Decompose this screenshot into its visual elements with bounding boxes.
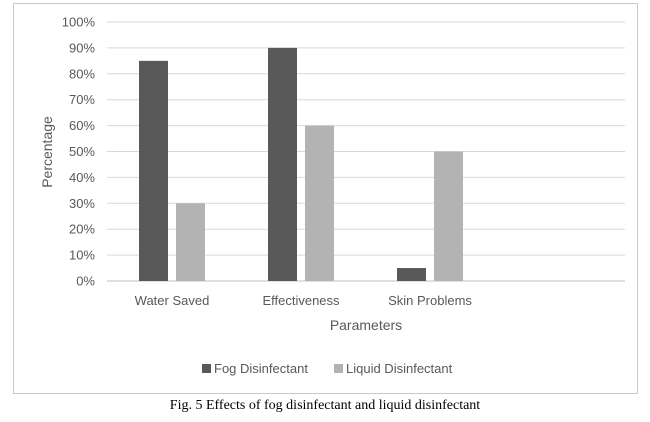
x-tick-label: Effectiveness xyxy=(262,293,340,308)
bar xyxy=(139,60,168,281)
y-axis-title: Percentage xyxy=(39,116,55,188)
y-tick-label: 40% xyxy=(69,170,95,185)
x-tick-label: Water Saved xyxy=(135,293,210,308)
y-tick-label: 50% xyxy=(69,144,95,159)
bar xyxy=(268,47,297,282)
legend-label: Fog Disinfectant xyxy=(214,361,308,376)
figure-caption: Fig. 5 Effects of fog disinfectant and l… xyxy=(169,398,481,413)
y-tick-label: 0% xyxy=(76,274,95,289)
bar xyxy=(305,125,334,281)
y-tick-label: 100% xyxy=(62,15,96,30)
y-tick-label: 10% xyxy=(69,248,95,263)
legend-swatch xyxy=(334,364,343,373)
legend-label: Liquid Disinfectant xyxy=(346,361,453,376)
legend-swatch xyxy=(202,364,211,373)
x-axis-title: Parameters xyxy=(330,317,402,333)
bar xyxy=(397,268,426,281)
bar xyxy=(176,203,205,281)
y-tick-label: 80% xyxy=(69,66,95,81)
bar xyxy=(434,151,463,281)
y-tick-label: 30% xyxy=(69,196,95,211)
y-tick-label: 70% xyxy=(69,92,95,107)
y-tick-label: 20% xyxy=(69,222,95,237)
y-tick-label: 60% xyxy=(69,118,95,133)
x-tick-label: Skin Problems xyxy=(388,293,472,308)
y-tick-label: 90% xyxy=(69,40,95,55)
